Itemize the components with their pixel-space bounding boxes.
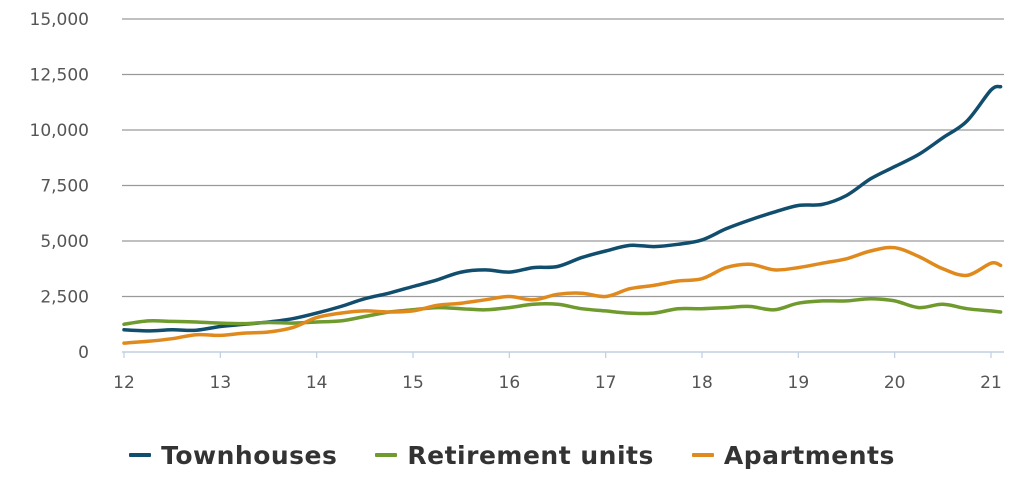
legend-swatch-townhouses bbox=[129, 453, 152, 457]
y-tick-label: 12,500 bbox=[30, 66, 89, 86]
x-axis-ticks: 12 13 14 15 16 17 18 19 20 21 bbox=[113, 352, 1002, 393]
y-tick-label: 10,000 bbox=[30, 121, 89, 141]
legend: Townhouses Retirement units Apartments bbox=[0, 430, 1024, 480]
legend-swatch-retirement-units bbox=[375, 453, 398, 457]
y-tick-label: 5,000 bbox=[40, 232, 89, 252]
legend-item-townhouses: Townhouses bbox=[129, 441, 337, 470]
series-lines bbox=[122, 84, 1003, 345]
legend-swatch-apartments bbox=[691, 453, 714, 457]
x-tick-label: 20 bbox=[884, 373, 906, 393]
legend-label-apartments: Apartments bbox=[723, 440, 895, 470]
x-tick-label: 18 bbox=[691, 373, 713, 393]
x-tick-label: 12 bbox=[113, 373, 135, 393]
y-tick-label: 15,000 bbox=[30, 10, 89, 30]
legend-item-apartments: Apartments bbox=[691, 440, 895, 470]
x-tick-label: 19 bbox=[788, 373, 810, 393]
series-line-apartments bbox=[122, 245, 1003, 345]
y-tick-label: 0 bbox=[78, 343, 89, 363]
y-tick-label: 2,500 bbox=[40, 288, 89, 308]
x-tick-label: 14 bbox=[306, 373, 328, 393]
legend-item-retirement-units: Retirement units bbox=[375, 441, 653, 470]
x-tick-label: 17 bbox=[595, 373, 617, 393]
x-tick-label: 15 bbox=[402, 373, 424, 393]
series-line-retirement-units bbox=[122, 296, 1003, 327]
x-tick-label: 16 bbox=[499, 373, 521, 393]
y-axis-ticks: 0 2,500 5,000 7,500 10,000 12,500 15,000 bbox=[30, 10, 89, 363]
gridlines bbox=[122, 18, 1004, 353]
legend-label-retirement-units: Retirement units bbox=[407, 440, 654, 470]
y-tick-label: 7,500 bbox=[40, 177, 89, 197]
legend-label-townhouses: Townhouses bbox=[161, 440, 338, 470]
x-tick-label: 21 bbox=[980, 373, 1002, 393]
x-tick-label: 13 bbox=[210, 373, 232, 393]
